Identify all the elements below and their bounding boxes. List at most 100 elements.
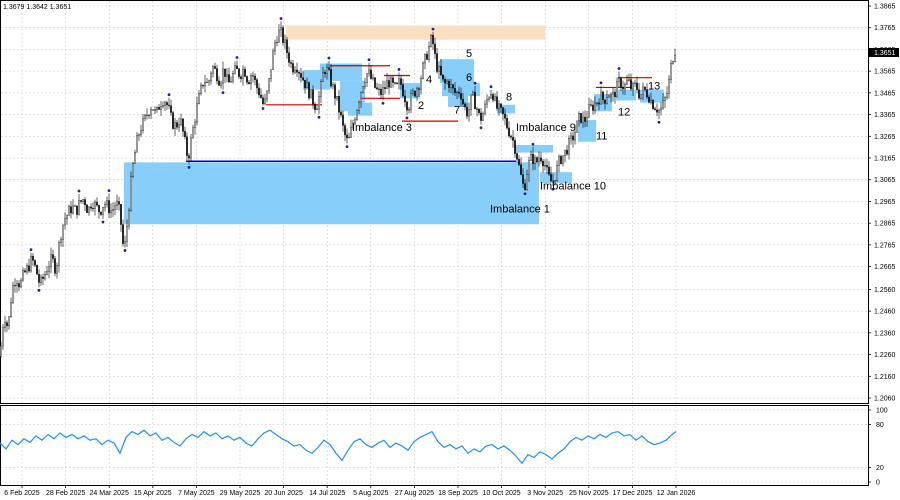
candle-body (594, 102, 596, 111)
swing-low-marker (261, 107, 265, 110)
candle-body (556, 165, 558, 181)
candle-body (628, 79, 630, 81)
candle-body (590, 104, 592, 106)
candle-body (32, 255, 34, 261)
candle-body (670, 63, 672, 80)
candle-body (202, 84, 204, 87)
candle-body (668, 79, 670, 94)
candle-body (606, 97, 608, 104)
candle-body (388, 80, 390, 88)
candle-body (152, 109, 154, 111)
candle-body (92, 207, 94, 209)
candle-body (188, 155, 190, 159)
candle-body (280, 27, 282, 31)
zone-box (540, 172, 572, 183)
indicator-tick-label: 100 (876, 408, 888, 415)
candle-body (170, 105, 172, 113)
zone-labels: Imbalance 1 Imbalance 3 Imbalance 9 Imbalan… (352, 48, 660, 215)
candle-body (74, 205, 76, 207)
candle-body (336, 96, 338, 99)
candle-body (48, 266, 50, 272)
y-tick-label: 1.2965 (874, 199, 896, 206)
candle-body (312, 89, 314, 105)
candle-body (46, 271, 48, 275)
candle-body (122, 224, 124, 244)
candle-body (320, 81, 322, 97)
candle-body (360, 92, 362, 103)
x-tick-label: 15 Apr 2025 (134, 490, 172, 497)
candle-body (644, 86, 646, 90)
zone-box (348, 102, 372, 116)
indicator-tick-label: 0 (876, 480, 880, 487)
candle-body (38, 274, 40, 283)
candle-body (114, 205, 116, 210)
zone-label: 2 (418, 100, 424, 112)
candle-body (376, 87, 378, 90)
zone-box (440, 59, 474, 84)
candle-body (270, 69, 272, 79)
swing-low-marker (187, 165, 191, 169)
candle-body (666, 93, 668, 98)
candle-body (460, 93, 462, 100)
zone-box (124, 162, 539, 225)
candle-body (54, 258, 56, 274)
candle-body (246, 76, 248, 83)
candle-body (16, 283, 18, 286)
candle-body (454, 88, 456, 94)
y-tick-label: 1.3365 (874, 112, 896, 119)
candle-body (238, 68, 240, 77)
candle-body (138, 134, 140, 136)
candle-body (282, 27, 284, 43)
candle-body (648, 96, 650, 103)
candle-body (260, 94, 262, 98)
candle-body (10, 302, 12, 317)
candle-body (58, 242, 60, 266)
candle-body (112, 209, 114, 211)
zone-box (578, 120, 596, 142)
candle-body (50, 254, 52, 268)
candle-body (488, 97, 490, 100)
candle-body (126, 225, 128, 242)
swing-high-marker (29, 248, 33, 251)
candle-body (76, 205, 78, 215)
candle-body (256, 79, 258, 89)
candle-body (272, 50, 274, 70)
y-tick-label: 1.3565 (874, 69, 896, 76)
candle-body (100, 211, 102, 215)
candle-body (20, 279, 22, 288)
y-tick-label: 1.2460 (874, 309, 896, 316)
candle-body (430, 35, 432, 47)
last-price-tag: 1.3651 (869, 47, 899, 57)
candle-body (206, 81, 208, 83)
x-tick-label: 27 Aug 2025 (395, 490, 434, 497)
candle-body (530, 153, 532, 161)
candle-body (78, 200, 80, 215)
zone-label: 7 (454, 105, 460, 117)
swing-high-marker (599, 81, 603, 85)
candle-body (350, 126, 352, 138)
candle-body (544, 165, 546, 167)
candle-body (558, 156, 560, 166)
candle-body (276, 41, 278, 44)
candle-body (110, 209, 112, 214)
candle-body (390, 77, 392, 88)
candle-body (634, 82, 636, 84)
candle-body (186, 136, 188, 157)
candle-body (194, 121, 196, 129)
candle-body (362, 86, 364, 93)
candle-body (212, 66, 214, 74)
candle-body (178, 124, 180, 128)
candle-body (592, 104, 594, 111)
candle-body (672, 61, 674, 64)
candle-body (444, 79, 446, 84)
candle-body (254, 75, 256, 80)
candle-body (234, 65, 236, 74)
candle-body (306, 82, 308, 89)
candle-body (180, 118, 182, 125)
swing-low-marker (317, 115, 321, 119)
y-tick-label: 1.2765 (874, 242, 896, 249)
candle-body (576, 120, 578, 133)
candle-body (174, 122, 176, 129)
x-tick-label: 18 Sep 2025 (438, 490, 478, 497)
